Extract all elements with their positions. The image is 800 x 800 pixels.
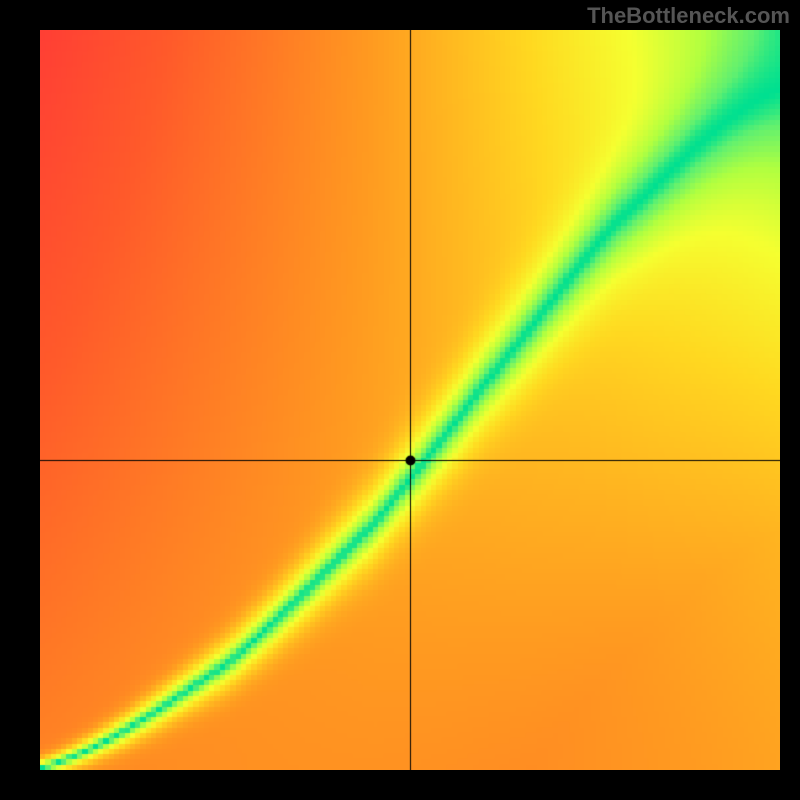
watermark-text: TheBottleneck.com [587,3,790,29]
chart-container: TheBottleneck.com [0,0,800,800]
bottleneck-heatmap [40,30,780,770]
